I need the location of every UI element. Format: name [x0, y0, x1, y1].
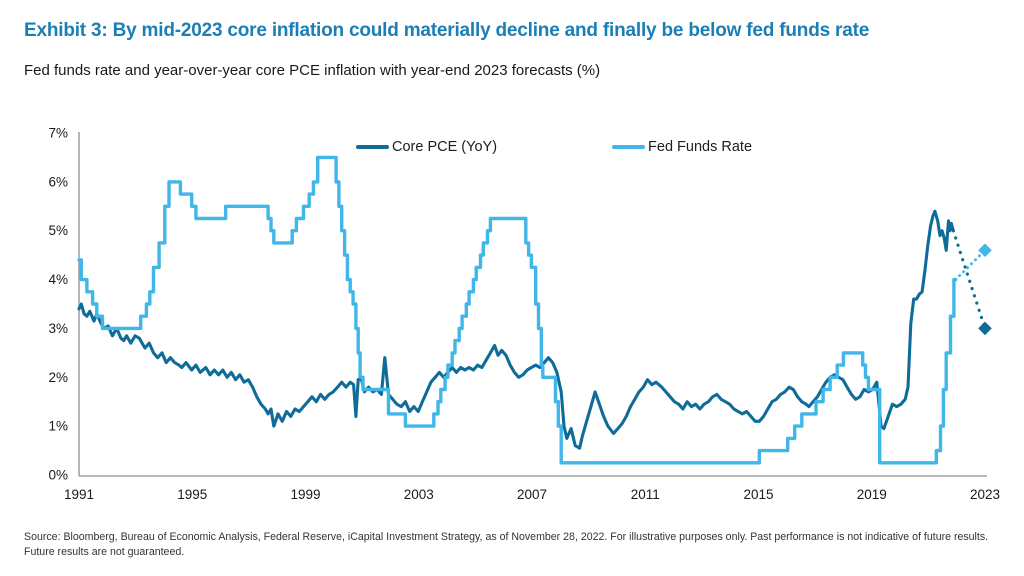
x-tick-label-2019: 2019 — [857, 487, 887, 502]
y-tick-label-5: 5% — [48, 223, 68, 238]
core-pce-legend-line — [356, 145, 389, 149]
y-tick-label-7: 7% — [48, 126, 68, 141]
source-note: Source: Bloomberg, Bureau of Economic An… — [24, 531, 989, 559]
y-tick-label-3: 3% — [48, 321, 68, 336]
core-pce-forecast-dotted-line — [951, 229, 987, 330]
x-tick-label-2015: 2015 — [743, 487, 773, 502]
y-tick-label-6: 6% — [48, 174, 68, 189]
x-tick-label-1995: 1995 — [177, 487, 207, 502]
chart-legend: Core PCE (YoY) Fed Funds Rate — [356, 139, 752, 155]
fed-funds-legend-line — [612, 145, 646, 149]
fed-funds-line — [77, 155, 958, 465]
x-tick-label-2003: 2003 — [404, 487, 434, 502]
x-tick-label-1999: 1999 — [290, 487, 320, 502]
legend-item-fed-funds: Fed Funds Rate — [612, 139, 752, 155]
y-tick-label-0: 0% — [48, 468, 68, 483]
y-tick-label-2: 2% — [48, 370, 68, 385]
fed-funds-legend-label: Fed Funds Rate — [648, 139, 753, 155]
fed-funds-forecast-diamond-marker — [978, 243, 992, 258]
x-tick-label-2007: 2007 — [517, 487, 547, 502]
y-tick-label-1: 1% — [48, 419, 68, 434]
core-pce-line — [77, 209, 955, 450]
x-tick-label-2023: 2023 — [970, 487, 1000, 502]
legend-item-core-pce: Core PCE (YoY) — [356, 139, 497, 155]
exhibit-title: Exhibit 3: By mid-2023 core inflation co… — [24, 20, 870, 41]
fed-funds-forecast-dotted-line — [954, 248, 987, 282]
x-tick-label-1991: 1991 — [64, 487, 94, 502]
exhibit-subtitle: Fed funds rate and year-over-year core P… — [24, 62, 601, 79]
x-tick-label-2011: 2011 — [631, 487, 660, 502]
core-pce-forecast-diamond-marker — [978, 321, 992, 336]
core-pce-legend-label: Core PCE (YoY) — [392, 139, 498, 155]
y-tick-label-4: 4% — [48, 272, 68, 287]
